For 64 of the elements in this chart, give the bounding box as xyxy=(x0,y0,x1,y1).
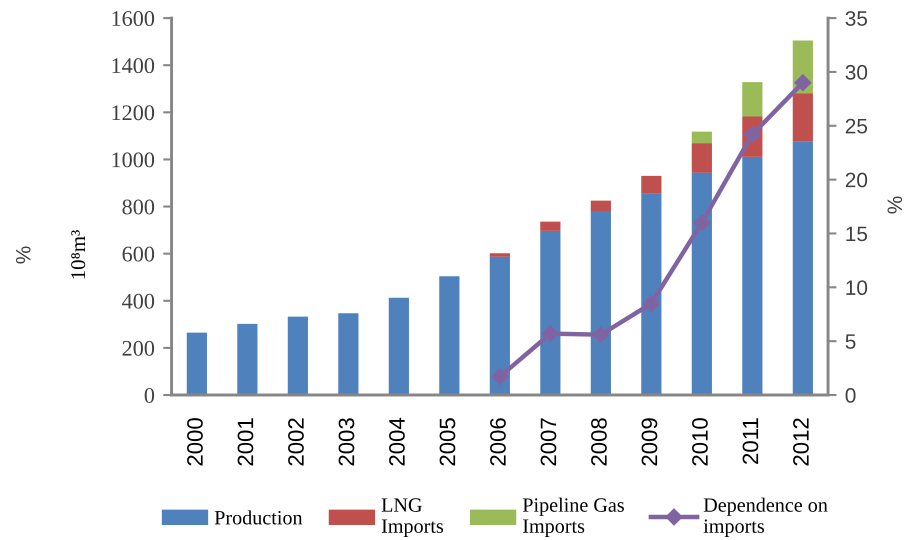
y-axis-title: 10⁸m³ xyxy=(71,230,86,278)
point xyxy=(642,294,660,312)
y-tick-label: 1600 xyxy=(112,11,154,26)
y-tick-label: 1400 xyxy=(112,58,154,74)
bar xyxy=(237,324,258,396)
y2-tick-label: 25 xyxy=(846,118,868,134)
y-tick-label: 400 xyxy=(122,294,154,309)
point xyxy=(592,326,610,344)
bar xyxy=(692,143,712,173)
point xyxy=(693,214,710,232)
y2-tick-label: 15 xyxy=(846,226,868,242)
bar xyxy=(338,313,358,396)
y2-tick-label: 10 xyxy=(846,280,868,296)
x-tick-label: 2005 xyxy=(440,418,456,466)
bar xyxy=(742,156,762,396)
bar xyxy=(490,253,510,257)
x-tick-label: 2011 xyxy=(742,418,758,464)
bar xyxy=(388,298,409,396)
y-tick-label: 200 xyxy=(122,340,154,356)
bar xyxy=(439,276,460,396)
point xyxy=(491,368,508,386)
y-tick-label: 0 xyxy=(144,388,154,403)
y-tick-label: 1000 xyxy=(112,152,154,168)
point xyxy=(542,325,559,342)
x-tick-label: 2012 xyxy=(793,418,809,466)
legend-label: LNG Imports xyxy=(382,498,444,537)
y2-tick-label: 35 xyxy=(846,11,868,26)
point xyxy=(794,74,812,92)
bar xyxy=(490,256,510,396)
bar xyxy=(641,176,662,194)
bar xyxy=(692,172,712,396)
x-tick-label: 2000 xyxy=(187,418,203,466)
y2-tick-label: 20 xyxy=(846,172,868,188)
legend-label: Dependence on imports xyxy=(704,498,828,537)
text: % xyxy=(16,246,31,264)
x-tick-label: 2009 xyxy=(642,418,658,466)
x-tick-label: 2006 xyxy=(490,418,506,466)
x-tick-label: 2010 xyxy=(692,418,708,466)
bar xyxy=(540,230,560,396)
y2-tick-label: 30 xyxy=(846,64,868,80)
x-tick-label: 2003 xyxy=(338,418,354,466)
bar xyxy=(792,141,813,396)
x-tick-label: 2002 xyxy=(288,418,304,466)
x-tick-label: 2008 xyxy=(591,418,607,466)
legend-label: Pipeline Gas Imports xyxy=(522,498,624,537)
x-tick-label: 2001 xyxy=(238,418,254,466)
bar xyxy=(590,200,611,212)
bar xyxy=(641,193,662,396)
x-tick-label: 2004 xyxy=(389,418,405,466)
x-tick-label: 2007 xyxy=(540,418,556,466)
bar xyxy=(288,316,308,396)
y-tick-label: 1200 xyxy=(112,105,154,120)
bar xyxy=(186,332,207,396)
legend-label: Production xyxy=(214,510,302,525)
y2-tick-label: 0 xyxy=(846,388,856,403)
bar xyxy=(742,82,762,117)
y2-tick-label: 5 xyxy=(846,334,856,349)
bar xyxy=(792,93,813,142)
bar xyxy=(692,132,712,144)
bar xyxy=(540,222,560,231)
y-tick-label: 800 xyxy=(122,199,154,214)
bar xyxy=(590,211,611,396)
y2-axis-title: % xyxy=(887,196,902,214)
y-tick-label: 600 xyxy=(122,246,154,262)
